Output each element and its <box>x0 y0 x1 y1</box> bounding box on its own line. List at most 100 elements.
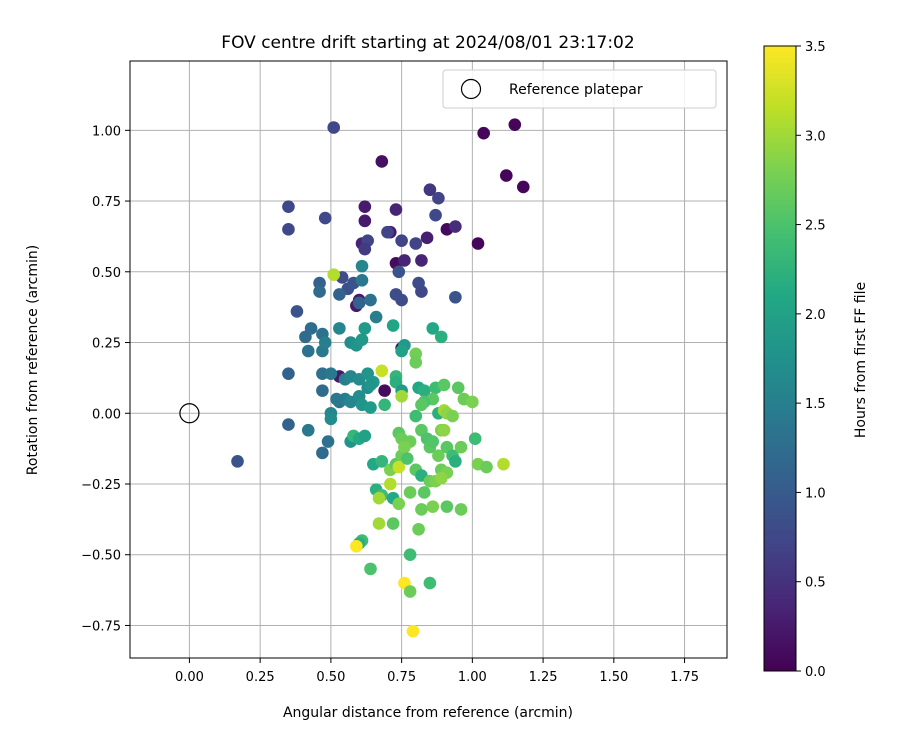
data-point <box>500 169 513 182</box>
data-point <box>403 585 417 598</box>
data-point <box>449 220 462 233</box>
data-point <box>412 522 425 536</box>
data-point <box>301 344 315 358</box>
data-point <box>415 503 428 516</box>
data-point <box>372 517 386 530</box>
data-point <box>364 401 377 414</box>
data-point <box>454 503 468 516</box>
data-point <box>316 384 329 397</box>
data-point <box>389 203 403 216</box>
x-tick-label: 0.00 <box>175 670 204 685</box>
y-tick-label: −0.50 <box>81 549 121 564</box>
data-point <box>358 322 372 335</box>
data-point <box>327 121 341 134</box>
data-point <box>333 288 346 301</box>
data-point <box>468 432 482 446</box>
x-tick-label: 0.25 <box>246 670 275 685</box>
data-point <box>392 265 406 279</box>
data-point <box>403 548 417 562</box>
reference-platepar-marker <box>179 403 200 424</box>
data-point <box>426 322 440 335</box>
y-tick-label: −0.25 <box>81 478 121 493</box>
y-tick-label: 1.00 <box>92 124 121 139</box>
data-point <box>375 364 389 378</box>
x-tick-label: 1.50 <box>599 670 628 685</box>
data-point <box>282 367 295 380</box>
colorbar-tick-label: 2.0 <box>805 308 826 323</box>
plot-frame <box>129 60 728 659</box>
scatter-points <box>231 118 530 638</box>
data-point <box>381 225 394 239</box>
data-point <box>426 500 440 513</box>
data-point <box>350 539 363 553</box>
data-point <box>449 290 462 304</box>
data-point <box>330 392 343 406</box>
colorbar-ticks: 0.0 0.5 1.0 1.5 2.0 2.5 3.0 3.5 <box>796 40 826 680</box>
data-point <box>358 214 372 228</box>
data-point <box>324 367 338 380</box>
legend-box <box>442 69 717 109</box>
data-point <box>432 191 445 205</box>
data-point <box>378 384 391 397</box>
data-point <box>395 234 408 247</box>
y-tick-label: 0.00 <box>92 407 121 422</box>
data-point <box>409 409 423 423</box>
data-point <box>432 449 445 462</box>
data-point <box>434 472 448 485</box>
data-point <box>477 126 490 140</box>
data-point <box>392 497 406 511</box>
legend: Reference platepar <box>442 69 717 109</box>
data-point <box>352 296 366 310</box>
x-axis-ticks: 0.00 0.25 0.50 0.75 1.00 1.25 1.50 1.75 <box>175 658 699 685</box>
colorbar-tick-label: 0.5 <box>805 576 826 591</box>
data-point <box>400 452 414 465</box>
data-point <box>417 384 431 397</box>
data-point <box>304 322 318 335</box>
data-point <box>318 336 332 349</box>
data-point <box>466 395 479 409</box>
data-point <box>406 624 420 638</box>
chart-title: FOV centre drift starting at 2024/08/01 … <box>221 33 634 53</box>
data-point <box>375 455 389 468</box>
data-point <box>423 576 437 590</box>
data-point <box>417 486 431 499</box>
data-point <box>364 378 377 392</box>
data-point <box>386 517 400 530</box>
data-point <box>398 254 411 267</box>
data-point <box>480 460 493 474</box>
data-point <box>449 455 462 468</box>
data-point <box>316 446 329 460</box>
data-point <box>398 440 411 454</box>
data-point <box>437 423 451 437</box>
data-point <box>395 293 408 307</box>
data-point <box>231 455 244 468</box>
data-point <box>471 237 485 250</box>
x-tick-label: 0.75 <box>387 670 416 685</box>
data-point <box>451 381 465 395</box>
y-tick-label: −0.75 <box>81 619 121 634</box>
grid-lines <box>130 61 727 658</box>
data-point <box>409 237 423 250</box>
data-point <box>426 435 440 448</box>
y-tick-label: 0.25 <box>92 337 121 352</box>
data-point <box>324 412 338 426</box>
x-axis-label: Angular distance from reference (arcmin) <box>283 705 573 721</box>
data-point <box>516 180 530 194</box>
data-point <box>290 305 304 318</box>
data-point <box>392 460 406 474</box>
x-tick-label: 0.50 <box>316 670 345 685</box>
data-point <box>364 562 377 576</box>
data-point <box>429 208 442 222</box>
y-axis-label: Rotation from reference (arcmin) <box>25 245 41 475</box>
data-point <box>454 440 468 454</box>
data-point <box>282 223 295 236</box>
y-tick-label: 0.50 <box>92 266 121 281</box>
data-point <box>420 231 434 245</box>
data-point <box>386 319 400 332</box>
data-point <box>355 273 369 287</box>
data-point <box>318 211 332 225</box>
data-point <box>395 389 408 403</box>
x-tick-label: 1.75 <box>670 670 699 685</box>
data-point <box>415 398 428 412</box>
